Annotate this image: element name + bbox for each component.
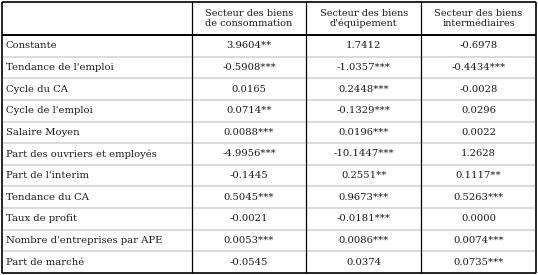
Text: 0.0735***: 0.0735***: [454, 258, 504, 267]
Text: Cycle du CA: Cycle du CA: [6, 85, 68, 94]
Text: Secteur des biens
intermédiaires: Secteur des biens intermédiaires: [435, 9, 523, 28]
Text: 0.0165: 0.0165: [231, 85, 266, 94]
Text: Salaire Moyen: Salaire Moyen: [6, 128, 80, 137]
Text: 0.0196***: 0.0196***: [338, 128, 389, 137]
Text: 0.5045***: 0.5045***: [224, 193, 274, 202]
Text: 0.0296: 0.0296: [461, 106, 496, 115]
Text: 0.9673***: 0.9673***: [338, 193, 389, 202]
Text: Taux de profit: Taux de profit: [6, 214, 77, 223]
Text: 0.0074***: 0.0074***: [454, 236, 504, 245]
Text: -0.0028: -0.0028: [459, 85, 498, 94]
Text: Secteur des biens
d'équipement: Secteur des biens d'équipement: [320, 9, 408, 29]
Text: Tendance du CA: Tendance du CA: [6, 193, 89, 202]
Text: 0.0053***: 0.0053***: [224, 236, 274, 245]
Text: 0.0086***: 0.0086***: [338, 236, 389, 245]
Text: -0.0545: -0.0545: [230, 258, 268, 267]
Text: 0.0000: 0.0000: [461, 214, 496, 223]
Text: -0.1329***: -0.1329***: [337, 106, 391, 115]
Text: 3.9604**: 3.9604**: [226, 41, 272, 50]
Text: -1.0357***: -1.0357***: [337, 63, 391, 72]
Text: 0.1117**: 0.1117**: [456, 171, 501, 180]
Text: -0.4434***: -0.4434***: [451, 63, 506, 72]
Text: -0.1445: -0.1445: [230, 171, 268, 180]
Text: 0.0088***: 0.0088***: [224, 128, 274, 137]
Text: 1.7412: 1.7412: [346, 41, 381, 50]
Text: 0.0374: 0.0374: [346, 258, 381, 267]
Text: -0.0181***: -0.0181***: [337, 214, 391, 223]
Text: Nombre d'entreprises par APE: Nombre d'entreprises par APE: [6, 236, 162, 245]
Text: Part des ouvriers et employés: Part des ouvriers et employés: [6, 149, 157, 159]
Text: -10.1447***: -10.1447***: [334, 150, 394, 158]
Text: Cycle de l'emploi: Cycle de l'emploi: [6, 106, 93, 115]
Text: 0.0714**: 0.0714**: [226, 106, 272, 115]
Text: Secteur des biens
de consommation: Secteur des biens de consommation: [205, 9, 293, 28]
Text: -0.5908***: -0.5908***: [222, 63, 276, 72]
Text: Part de l'interim: Part de l'interim: [6, 171, 89, 180]
Text: 1.2628: 1.2628: [461, 150, 496, 158]
Text: 0.5263***: 0.5263***: [454, 193, 504, 202]
Text: 0.0022: 0.0022: [461, 128, 496, 137]
Text: -0.0021: -0.0021: [230, 214, 268, 223]
Text: 0.2551**: 0.2551**: [341, 171, 386, 180]
Text: -0.6978: -0.6978: [459, 41, 498, 50]
Text: Part de marché: Part de marché: [6, 258, 84, 267]
Text: 0.2448***: 0.2448***: [338, 85, 389, 94]
Text: Tendance de l'emploi: Tendance de l'emploi: [6, 63, 114, 72]
Text: Constante: Constante: [6, 41, 58, 50]
Text: -4.9956***: -4.9956***: [222, 150, 276, 158]
